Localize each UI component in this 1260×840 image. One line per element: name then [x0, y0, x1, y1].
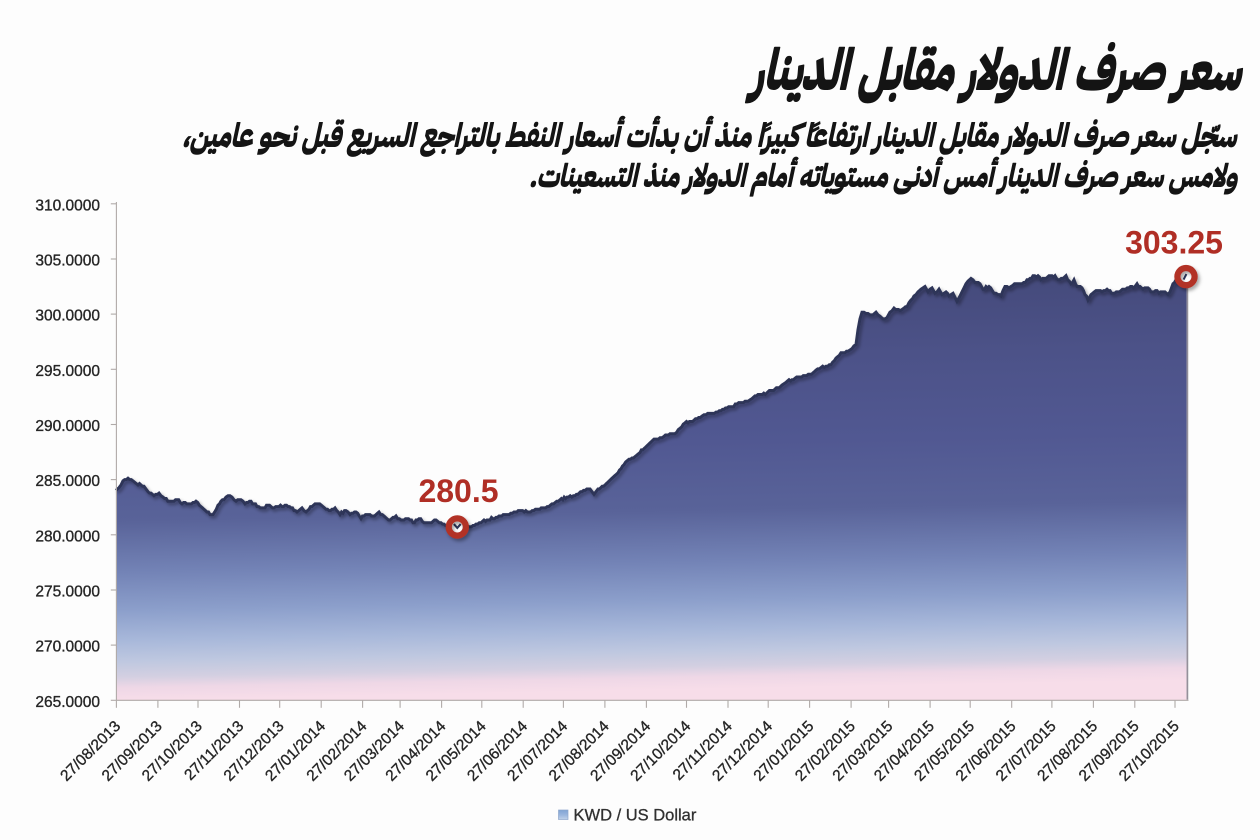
svg-text:310.0000: 310.0000: [35, 197, 100, 214]
svg-text:303.25: 303.25: [1125, 225, 1223, 261]
svg-text:290.0000: 290.0000: [35, 418, 100, 435]
svg-text:285.0000: 285.0000: [35, 473, 100, 490]
svg-text:300.0000: 300.0000: [35, 308, 100, 325]
svg-text:265.0000: 265.0000: [35, 694, 100, 711]
svg-text:280.0000: 280.0000: [35, 528, 100, 545]
svg-text:295.0000: 295.0000: [35, 363, 100, 380]
svg-text:305.0000: 305.0000: [35, 253, 100, 270]
svg-text:KWD / US Dollar: KWD / US Dollar: [574, 807, 697, 825]
svg-text:275.0000: 275.0000: [35, 584, 100, 601]
svg-text:270.0000: 270.0000: [35, 639, 100, 656]
svg-text:280.5: 280.5: [418, 473, 498, 509]
